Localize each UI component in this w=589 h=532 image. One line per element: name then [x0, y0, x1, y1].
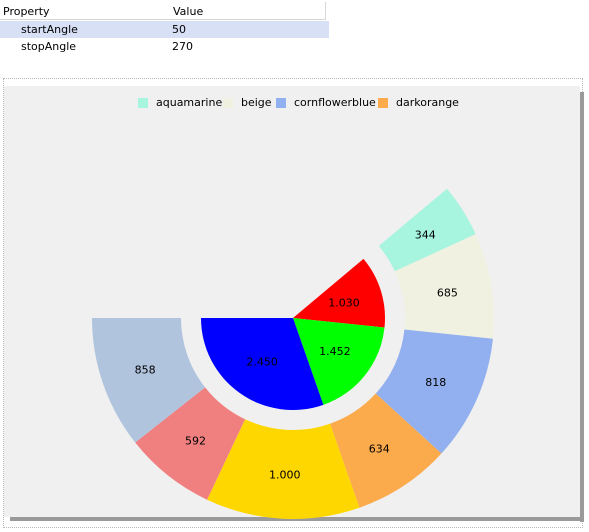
outer-ring-slice	[207, 419, 360, 519]
outer-ring-slice	[92, 318, 206, 443]
outer-ring-slice	[330, 393, 442, 508]
legend-swatch	[276, 98, 286, 108]
property-name: stopAngle	[21, 40, 77, 53]
legend-label: aquamarine	[156, 96, 223, 109]
outer-ring-data-label: 592	[185, 434, 206, 447]
property-name: startAngle	[21, 23, 78, 36]
legend-swatch	[138, 98, 148, 108]
outer-ring-data-label: 818	[425, 376, 446, 389]
inner-ring-slice	[293, 258, 385, 328]
inner-ring-data-label: 1.452	[319, 345, 351, 358]
outer-ring-slice	[394, 234, 495, 339]
outer-ring-slice	[135, 387, 246, 500]
property-row-stop-angle[interactable]: stopAngle 270	[0, 38, 329, 55]
inner-ring-data-label: 1.030	[328, 296, 360, 309]
inner-ring-slice	[293, 318, 385, 405]
value-column-header[interactable]: Value	[173, 5, 204, 18]
legend-swatch	[223, 98, 233, 108]
outer-ring-data-label: 634	[369, 443, 390, 456]
chart-shadow-right	[580, 92, 584, 522]
property-value[interactable]: 50	[172, 23, 186, 36]
property-row-start-angle[interactable]: startAngle 50	[0, 21, 329, 38]
property-value[interactable]: 270	[172, 40, 193, 53]
legend-label: darkorange	[396, 96, 459, 109]
legend-label: beige	[241, 96, 272, 109]
chart-shadow-bottom	[10, 517, 584, 521]
legend-label: cornflowerblue	[294, 96, 376, 109]
inner-ring-slice	[201, 318, 324, 410]
outer-ring-slice	[378, 188, 476, 272]
inner-ring-data-label: 2.450	[246, 356, 278, 369]
outer-ring-slice	[375, 329, 493, 454]
property-grid-header: Property Value	[0, 2, 326, 20]
outer-ring-data-label: 344	[415, 228, 436, 241]
outer-ring-data-label: 1.000	[269, 468, 301, 481]
outer-ring-data-label: 858	[135, 363, 156, 376]
legend-swatch	[378, 98, 388, 108]
outer-ring-data-label: 685	[437, 287, 458, 300]
property-column-header[interactable]: Property	[3, 5, 50, 18]
